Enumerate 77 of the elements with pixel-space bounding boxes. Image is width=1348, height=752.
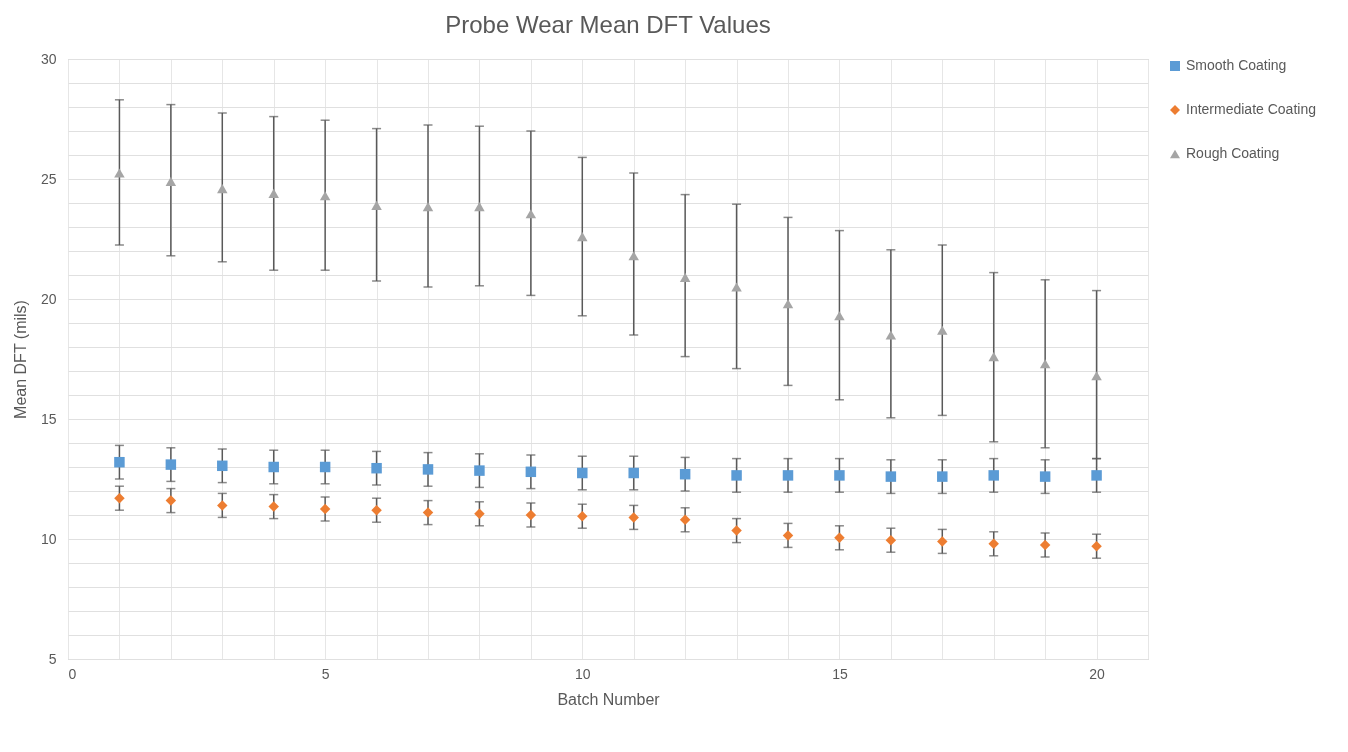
point (114, 492, 125, 504)
x-tick-label: 5 (321, 665, 330, 682)
point (988, 538, 999, 550)
point (834, 532, 845, 544)
point (577, 232, 588, 242)
point (422, 202, 434, 212)
point (679, 468, 691, 480)
point (937, 536, 948, 547)
point (577, 510, 588, 522)
point (165, 495, 177, 506)
point (474, 465, 485, 476)
point (525, 209, 537, 219)
legend-label: Intermediate Coating (1186, 101, 1316, 117)
x-tick-label: 20 (1089, 665, 1106, 682)
point (525, 466, 537, 478)
y-tick-label: 10 (40, 530, 57, 547)
point (371, 504, 382, 516)
point (371, 200, 382, 210)
y-tick-label: 30 (40, 50, 57, 67)
point (268, 501, 279, 512)
point (422, 507, 434, 518)
point (937, 325, 948, 335)
point (217, 500, 228, 511)
point (474, 508, 485, 520)
point (474, 202, 485, 212)
point (268, 461, 279, 473)
point (679, 272, 691, 282)
point (114, 168, 125, 178)
point (679, 514, 691, 526)
point (217, 184, 228, 194)
point (1039, 539, 1051, 551)
point (988, 352, 999, 362)
point (885, 534, 897, 546)
point (885, 471, 897, 482)
point (628, 467, 639, 479)
point (834, 470, 845, 481)
point (319, 461, 331, 473)
y-tick-label: 20 (40, 290, 57, 307)
point (1039, 471, 1051, 482)
point (525, 509, 537, 521)
point (371, 462, 382, 474)
point (834, 311, 845, 321)
y-tick-label: 5 (48, 650, 57, 667)
point (731, 470, 742, 481)
chart-title: Probe Wear Mean DFT Values (445, 11, 771, 38)
x-tick-label: 0 (68, 665, 77, 682)
point (217, 460, 228, 472)
point (782, 530, 794, 541)
x-tick-label: 10 (575, 665, 591, 682)
x-tick-label: 15 (832, 665, 848, 682)
point (782, 470, 794, 481)
point (1091, 540, 1102, 552)
point (165, 459, 177, 470)
y-tick-label: 15 (40, 410, 57, 427)
point (937, 471, 948, 482)
legend-label: Rough Coating (1186, 145, 1280, 161)
point (1039, 359, 1051, 369)
point (731, 525, 742, 536)
y-tick-label: 25 (40, 170, 57, 187)
point (319, 191, 331, 201)
point (577, 467, 588, 479)
point (1091, 470, 1102, 481)
point (988, 470, 999, 481)
point (319, 503, 331, 515)
y-axis-title: Mean DFT (mils) (11, 300, 29, 419)
point (114, 456, 125, 468)
point (1091, 371, 1102, 381)
legend-label: Smooth Coating (1186, 57, 1287, 73)
point (731, 282, 742, 292)
x-axis-title: Batch Number (557, 690, 661, 708)
point (628, 251, 639, 261)
point (885, 330, 897, 340)
point (782, 299, 794, 309)
point (422, 464, 434, 475)
point (268, 188, 279, 198)
point (165, 176, 177, 186)
point (628, 512, 639, 523)
